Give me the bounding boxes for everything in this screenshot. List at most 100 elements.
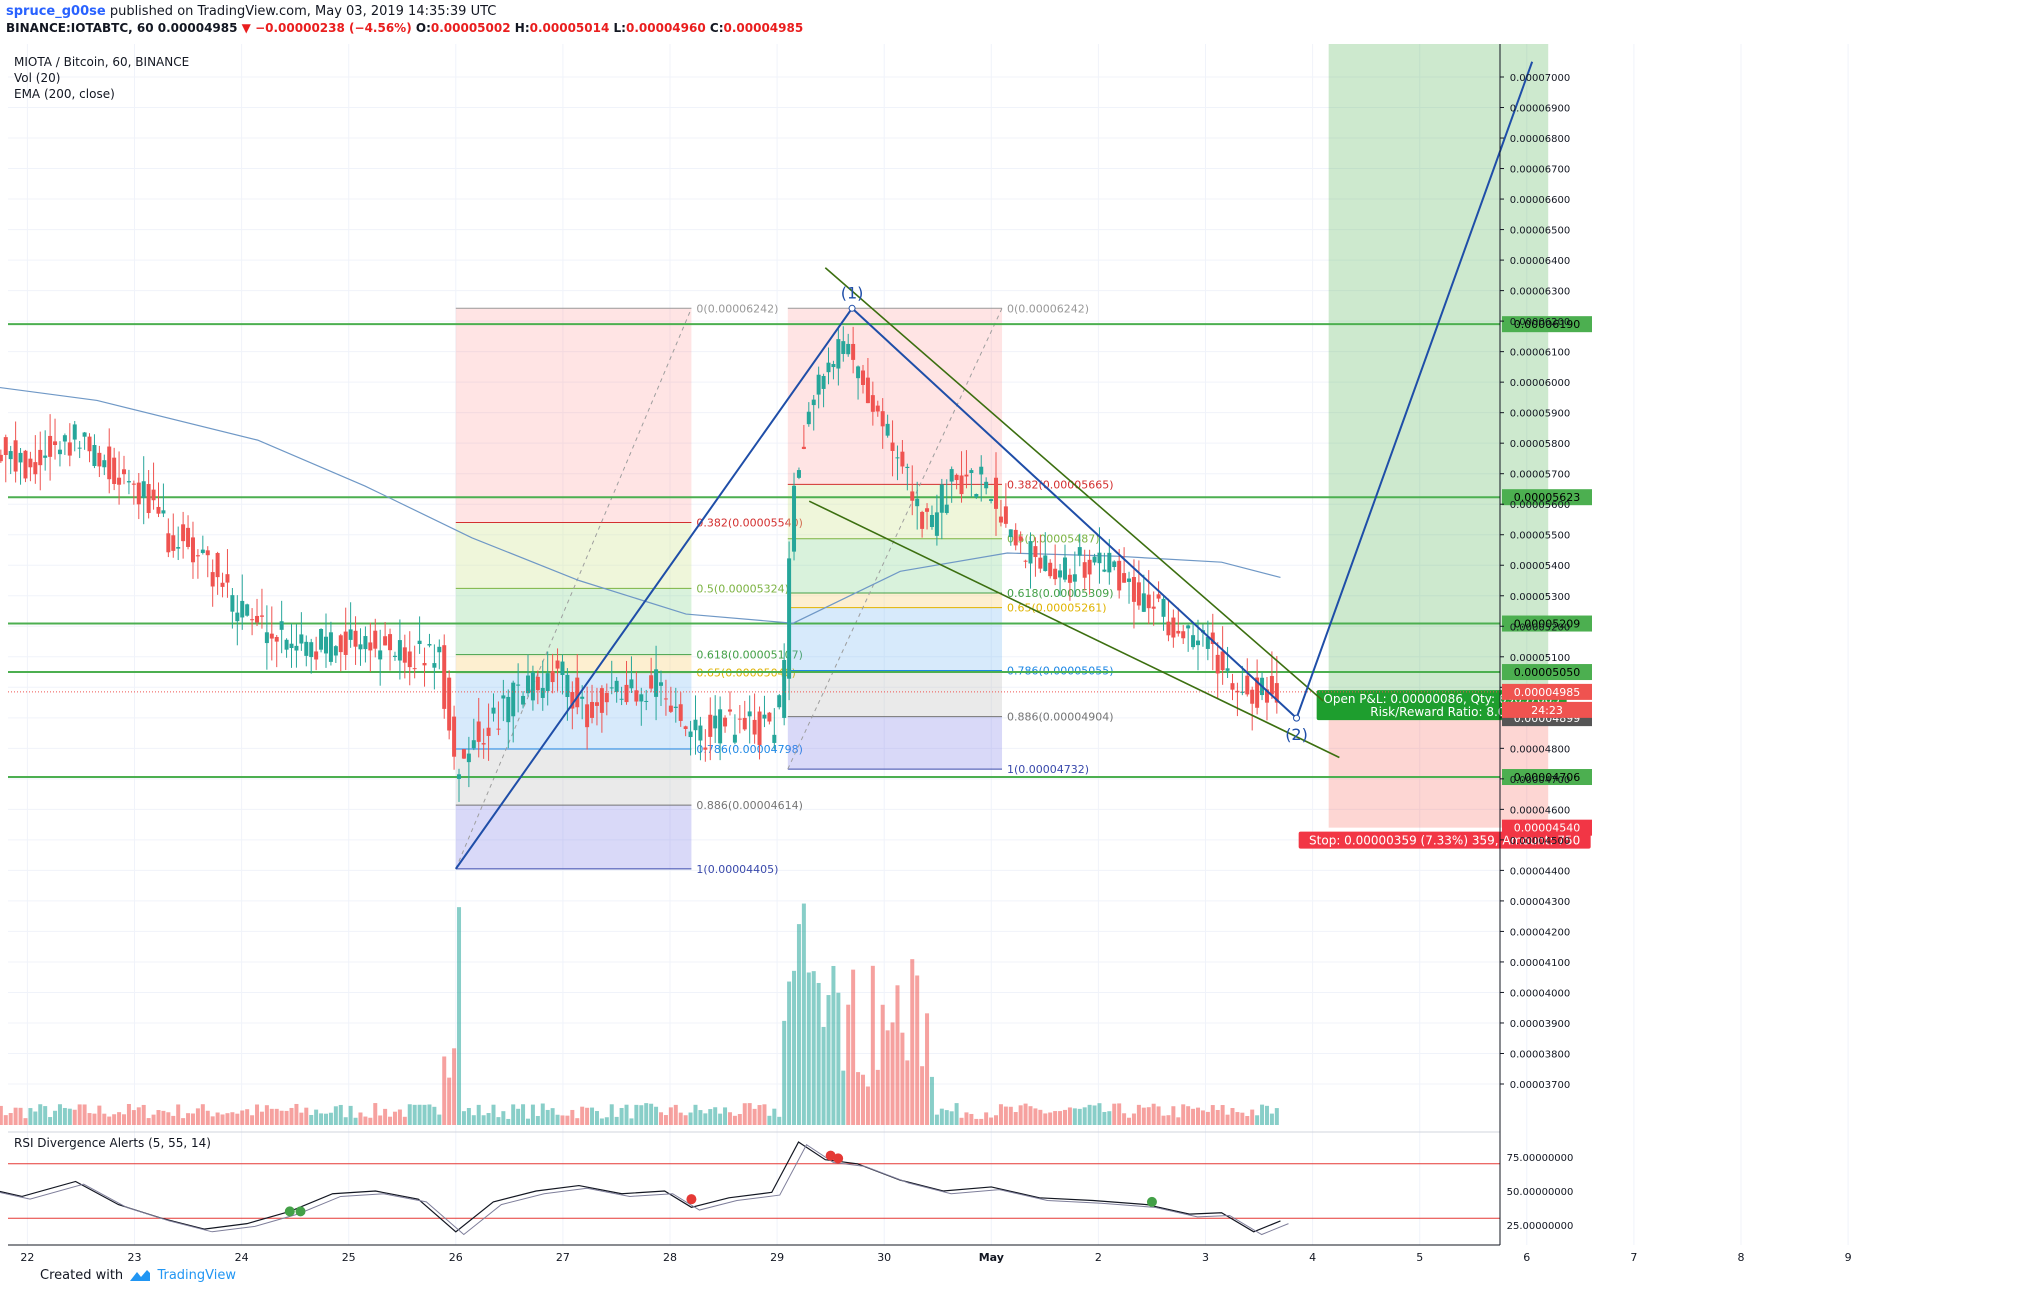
volume-bar (343, 1117, 348, 1125)
candle-body (619, 698, 624, 700)
volume-bar (112, 1114, 117, 1125)
drawings[interactable]: (1) (2) (454, 61, 1534, 870)
volume-bar (885, 1030, 890, 1125)
symbol-label: BINANCE:IOTABTC, 60 (6, 21, 154, 35)
fib-level-label: 0.786(0.00005055) (1007, 665, 1114, 678)
candle-body (28, 458, 33, 468)
candle-body (905, 466, 910, 469)
candle-body (836, 339, 841, 369)
candle-body (1141, 593, 1146, 612)
candle-body (314, 651, 319, 660)
volume-bar (555, 1114, 560, 1125)
volume-bar (1210, 1105, 1215, 1125)
time-tick-label: 7 (1630, 1251, 1637, 1264)
volume-bar (200, 1104, 205, 1125)
volume-bar (190, 1113, 195, 1125)
volume-bar (925, 1013, 930, 1125)
volume-bar (1146, 1107, 1151, 1125)
candle-body (195, 555, 200, 557)
candle-body (654, 669, 659, 697)
volume-bar (151, 1114, 156, 1125)
volume-bar (545, 1109, 550, 1125)
volume-bar (718, 1113, 723, 1125)
footer-brand[interactable]: TradingView (157, 1268, 236, 1283)
price-tick-label: 0.00006500 (1510, 226, 1570, 237)
rsi-tick-label: 50.00000000 (1507, 1187, 1574, 1198)
candle-body (107, 446, 112, 480)
volume-bar (1008, 1106, 1013, 1125)
volume-bar (654, 1106, 659, 1125)
stop-label: Stop: 0.00000359 (7.33%) 359, Amount: 75… (1309, 834, 1580, 848)
volume-bar (708, 1109, 713, 1125)
candle-body (1171, 617, 1176, 638)
candle-body (1107, 552, 1112, 573)
candle-body (1225, 668, 1230, 671)
volume-bar (422, 1104, 427, 1125)
candle-body (895, 457, 900, 459)
candle-body (934, 512, 939, 536)
candle-body (97, 452, 102, 467)
volume-bar (944, 1110, 949, 1125)
pnl-label: Open P&L: 0.00000086, Qty: 69637883 (1323, 692, 1559, 706)
candle-body (994, 477, 999, 509)
candle-body (220, 582, 225, 587)
candle-body (447, 677, 452, 731)
candle-body (659, 682, 664, 686)
level-tag (1502, 489, 1592, 506)
candle-body (678, 704, 683, 721)
candle-body (92, 444, 97, 467)
fib-zone (787, 308, 1003, 485)
price-tick-label: 0.00007000 (1510, 73, 1570, 84)
candle-body (846, 343, 851, 355)
candle-body (122, 469, 127, 475)
volume-bar (378, 1115, 383, 1125)
volume-bar (787, 981, 792, 1125)
fib-level-label: 0.886(0.00004614) (696, 799, 803, 812)
candle-body (18, 452, 23, 463)
candle-body (713, 715, 718, 729)
volume-bar (1003, 1106, 1008, 1125)
tradingview-logo-icon (130, 1270, 151, 1281)
candle-body (550, 671, 555, 683)
volume-bar (609, 1104, 614, 1125)
fib-zone (787, 607, 1003, 671)
candle-body (1274, 683, 1279, 703)
candle-body (437, 646, 442, 653)
fib-zone (455, 654, 692, 673)
author-link[interactable]: spruce_g00se (6, 4, 106, 19)
time-tick-label: 27 (556, 1251, 570, 1264)
countdown-label: 24:23 (1531, 704, 1563, 717)
candle-body (1166, 621, 1171, 636)
volume-bar (920, 1066, 925, 1125)
volume-bar (910, 959, 915, 1125)
price-tag (1502, 683, 1592, 700)
time-tick-label: 6 (1523, 1251, 1530, 1264)
volume-bar (634, 1104, 639, 1125)
horizontal-levels[interactable]: 0.00006190 0.00005623 0.00005209 0.00005050… (8, 316, 1592, 786)
candle-body (1117, 560, 1122, 591)
candle-body (900, 451, 905, 467)
volume-bar (1038, 1109, 1043, 1125)
volume-bar (939, 1108, 944, 1125)
candle-body (466, 753, 471, 763)
candle-body (1062, 557, 1067, 580)
candle-body (599, 688, 604, 713)
candle-body (461, 749, 466, 759)
volume-bar (1230, 1108, 1235, 1125)
candle-body (565, 674, 570, 697)
candle-body (801, 446, 806, 449)
rsi-alert-dot (1146, 1196, 1157, 1207)
volume-bar (757, 1105, 762, 1125)
volume-bar (895, 985, 900, 1125)
candle-body (688, 731, 693, 738)
fib-level-label: 0.65(0.00005048) (696, 667, 796, 680)
candle-body (77, 447, 82, 449)
level-tag-label: 0.00006190 (1514, 318, 1580, 331)
candle-body (388, 634, 393, 651)
candle-body (1077, 547, 1082, 556)
volume-bar (289, 1107, 294, 1125)
volume-bar (8, 1113, 13, 1125)
chart-canvas[interactable]: 0(0.00006242) 0.382(0.00005540) 0.5(0.0000… (0, 40, 2026, 1264)
price-tick-label: 0.00004800 (1510, 744, 1570, 755)
candle-body (48, 435, 53, 457)
